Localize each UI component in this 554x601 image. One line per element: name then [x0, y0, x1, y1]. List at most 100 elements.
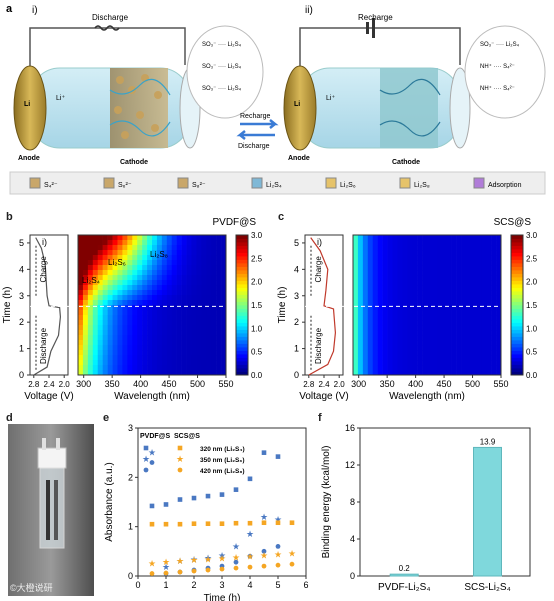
panel_c-map-cell [367, 315, 374, 321]
panel_c-map-cell [496, 270, 502, 276]
panel_c-map-cell [422, 360, 428, 366]
panel_c-map-cell [412, 285, 418, 291]
panel_c-map-cell [466, 340, 472, 346]
panel_b-map-cell [201, 250, 207, 256]
panel_c-map-cell [357, 290, 364, 296]
panel_b-map-cell [132, 265, 138, 271]
panel_c-map-cell [392, 325, 398, 331]
panel_b-map-cell [152, 315, 158, 321]
panel_c-colorbar-step [511, 322, 523, 327]
panel_b-map-cell [171, 320, 177, 326]
panel_b-colorbar-step [236, 305, 248, 309]
panel_c-colorbar-step [511, 326, 523, 330]
panel_b-map-cell [181, 360, 187, 366]
panel_b-map-cell [191, 250, 197, 256]
panel_c-map-cell [446, 285, 452, 291]
panel_b-map-cell [196, 325, 202, 331]
panel_b-map-cell [181, 275, 187, 281]
panel_c-map-cell [417, 235, 423, 241]
panel_b-map-cell [147, 310, 153, 316]
panel_c-map-cell [402, 360, 408, 366]
panel_b-colorbar-step [236, 263, 248, 267]
panel_c-map-cell [466, 260, 472, 266]
panel_c-map-cell [471, 240, 477, 246]
panel_b-map-cell [82, 335, 89, 341]
panel_c-map-cell [367, 355, 374, 361]
panel_b-map-cell [221, 345, 227, 351]
panel_c-map-cell [481, 275, 487, 281]
panel_b-map-cell [221, 245, 227, 251]
panel_b-map-cell [107, 335, 113, 341]
panel_b-map-cell [132, 350, 138, 356]
panel_b-map-cell [137, 335, 143, 341]
panel_c-map-cell [412, 265, 418, 271]
panel_b-map-cell [161, 240, 168, 246]
panel_c-map-cell [471, 285, 477, 291]
panel_b-map-cell [117, 240, 123, 246]
panel_c-map-cell [427, 280, 433, 286]
panel_c-map-cell [481, 285, 487, 291]
panel_b-map-cell [132, 365, 138, 371]
panel_c-map-cell [417, 320, 423, 326]
panel_b-map-cell [78, 300, 84, 306]
panel_c-map-cell [461, 255, 467, 261]
panel_b-map-cell [97, 355, 103, 361]
legend-swatch-6-icon [399, 177, 411, 189]
panel_c-map-cell [353, 255, 359, 261]
panel_c-map-cell [431, 260, 438, 266]
panel_c-map-cell [436, 350, 443, 356]
panel_b-map-cell [117, 340, 123, 346]
panel_c-map-cell [491, 285, 497, 291]
panel_c-map-cell [357, 320, 364, 326]
panel_b-map-cell [142, 245, 148, 251]
panel_c-map-cell [496, 265, 502, 271]
panel_b-map-xtick-label-0: 300 [76, 379, 91, 389]
panel_b-map-cell [221, 340, 227, 346]
panel_c-map-cell [382, 250, 388, 256]
panel_b-map-cell [147, 255, 153, 261]
panel_b-map-cell [112, 355, 118, 361]
panel_b-map-cell [132, 370, 138, 376]
panel_c-map-cell [431, 255, 438, 261]
panel_b-map-cell [196, 310, 202, 316]
panel_b-map-xtick-label-1: 350 [105, 379, 120, 389]
panel_c-map-cell [353, 235, 359, 241]
panel_b-map-cell [117, 285, 123, 291]
panel_b-colorbar-step [236, 315, 248, 320]
panel_b-map-cell [191, 335, 197, 341]
panel_c-map-cell [372, 340, 378, 346]
panel_c-map-cell [481, 240, 487, 246]
panel_c-map-cell [392, 355, 398, 361]
panel_b-map-cell [78, 255, 84, 261]
panel_c-colorbar-step [511, 354, 523, 358]
panel_c-map-cell [476, 270, 482, 276]
panel_b-map-cell [122, 270, 128, 276]
panel_b-colorbar-tick-4: 2.0 [251, 278, 263, 287]
legend-swatch-1-icon [29, 177, 41, 189]
panel_c-map-cell [422, 350, 428, 356]
panel_c-map-cell [407, 285, 413, 291]
panel_c-map-cell [491, 325, 497, 331]
panel_b-map-cell [97, 275, 103, 281]
panel_b-map-cell [221, 265, 227, 271]
panel_b-map-cell [87, 320, 94, 326]
e-point [275, 562, 281, 568]
panel_c-map-cell [387, 370, 393, 376]
panel_b-map-cell [112, 310, 118, 316]
panel_b-map-cell [156, 295, 163, 301]
panel_b-map-cell [117, 270, 123, 276]
panel_b-map-cell [201, 285, 207, 291]
panel_b-map-cell [137, 300, 143, 306]
panel_c-map-cell [427, 235, 433, 241]
panel_b-map-cell [181, 300, 187, 306]
panel_b-map-cell [191, 320, 197, 326]
panel_b-map-cell [152, 350, 158, 356]
panel_c-colorbar-tick-2: 1.0 [526, 324, 538, 333]
panel_b-map-cell [92, 290, 99, 296]
panel_c-map-cell [353, 320, 359, 326]
panel_b-map-cell [156, 305, 163, 311]
panel_c-map-cell [417, 290, 423, 296]
panel_b-map-cell [181, 320, 187, 326]
panel_b-map-cell [142, 330, 148, 336]
panel_b-map-cell [166, 240, 173, 246]
